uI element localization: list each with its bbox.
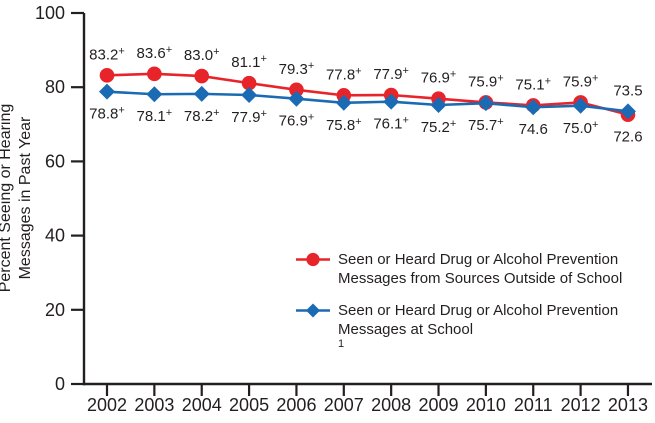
value-label-below: 78.2+: [184, 107, 220, 125]
data-point-circle-2006: [289, 82, 304, 98]
data-point-diamond-2009: [430, 97, 447, 114]
legend: Seen or Heard Drug or Alcohol Prevention…: [296, 250, 622, 371]
legend-footnote-marker: 1: [338, 338, 345, 350]
y-tick-label: 40: [45, 226, 65, 246]
x-tick-label: 2005: [229, 395, 269, 415]
y-tick-label: 60: [45, 151, 65, 171]
data-point-circle-2002: [99, 68, 115, 83]
value-label-below: 75.8+: [326, 116, 362, 134]
x-tick-label: 2004: [182, 395, 222, 415]
x-tick-label: 2012: [561, 395, 601, 415]
x-tick-label: 2002: [87, 395, 127, 415]
value-label-below: 75.7+: [468, 116, 504, 134]
data-point-diamond-2012: [572, 97, 589, 114]
legend-label-line2: Messages at School: [338, 321, 474, 338]
legend-label-line1: Seen or Heard Drug or Alcohol Prevention: [338, 302, 619, 319]
value-label-below: 75.2+: [421, 118, 457, 136]
circle-marker-icon: [306, 252, 320, 267]
value-label-above: 77.8+: [326, 65, 362, 83]
value-label-above: 75.1+: [515, 75, 551, 93]
legend-label-at-school: Seen or Heard Drug or Alcohol Prevention…: [338, 301, 618, 358]
data-point-diamond-2003: [146, 86, 163, 103]
x-tick-label: 2011: [514, 395, 553, 415]
value-label-above: 75.9+: [563, 72, 599, 90]
value-label-above: 73.5: [613, 82, 642, 99]
value-label-below: 76.1+: [373, 115, 409, 133]
y-tick-label: 20: [45, 300, 65, 320]
value-label-below: 76.9+: [279, 112, 315, 130]
data-point-diamond-2005: [241, 86, 258, 103]
data-point-diamond-2010: [477, 95, 494, 112]
data-point-diamond-2006: [288, 90, 305, 107]
value-label-below: 78.8+: [89, 105, 125, 123]
legend-item-outside-school: Seen or Heard Drug or Alcohol Prevention…: [296, 250, 622, 288]
value-label-above: 81.1+: [231, 53, 267, 71]
blue-diamond-legend-marker: [296, 303, 330, 318]
data-point-circle-2003: [147, 66, 162, 82]
data-point-circle-2005: [241, 75, 257, 91]
x-tick-label: 2006: [276, 395, 316, 415]
x-tick-label: 2008: [371, 395, 411, 415]
legend-label-line1: Seen or Heard Drug or Alcohol Prevention: [338, 251, 619, 268]
y-axis-title-line2: Messages in Past Year: [17, 116, 34, 280]
y-axis-title-line1: Percent Seeing or Hearing: [0, 103, 14, 293]
data-point-diamond-2004: [193, 85, 210, 102]
value-label-above: 76.9+: [421, 69, 457, 87]
value-label-below: 74.6: [519, 121, 548, 138]
value-label-above: 83.0+: [184, 46, 220, 64]
diamond-marker-icon: [306, 303, 320, 318]
value-label-below: 72.6: [613, 129, 642, 146]
x-tick-label: 2013: [608, 395, 648, 415]
data-point-diamond-2013: [619, 103, 636, 120]
data-point-diamond-2011: [525, 99, 542, 116]
x-tick-label: 2003: [134, 395, 174, 415]
y-tick-label: 0: [55, 374, 65, 394]
data-point-diamond-2007: [335, 94, 352, 111]
x-tick-label: 2010: [466, 395, 506, 415]
legend-label-line2: Messages from Sources Outside of School: [338, 270, 623, 287]
red-circle-legend-marker: [296, 252, 330, 267]
y-axis-title: Percent Seeing or Hearing Messages in Pa…: [0, 12, 38, 384]
value-label-below: 78.1+: [137, 107, 173, 125]
value-label-below: 75.0+: [563, 119, 599, 137]
data-point-circle-2004: [194, 68, 210, 84]
data-point-diamond-2002: [99, 83, 115, 100]
legend-item-at-school: Seen or Heard Drug or Alcohol Prevention…: [296, 301, 622, 358]
value-label-above: 75.9+: [468, 72, 504, 90]
legend-label-outside-school: Seen or Heard Drug or Alcohol Prevention…: [338, 250, 622, 288]
x-tick-label: 2009: [418, 395, 458, 415]
data-point-diamond-2008: [383, 93, 400, 110]
value-label-above: 77.9+: [373, 65, 409, 83]
value-label-below: 77.9+: [231, 108, 267, 126]
y-tick-label: 100: [35, 3, 65, 23]
value-label-above: 83.2+: [89, 45, 125, 63]
series-line-0: [106, 72, 629, 116]
value-label-above: 83.6+: [137, 44, 173, 62]
y-tick-label: 80: [45, 77, 65, 97]
x-tick-label: 2007: [324, 395, 364, 415]
value-label-above: 79.3+: [279, 60, 315, 78]
